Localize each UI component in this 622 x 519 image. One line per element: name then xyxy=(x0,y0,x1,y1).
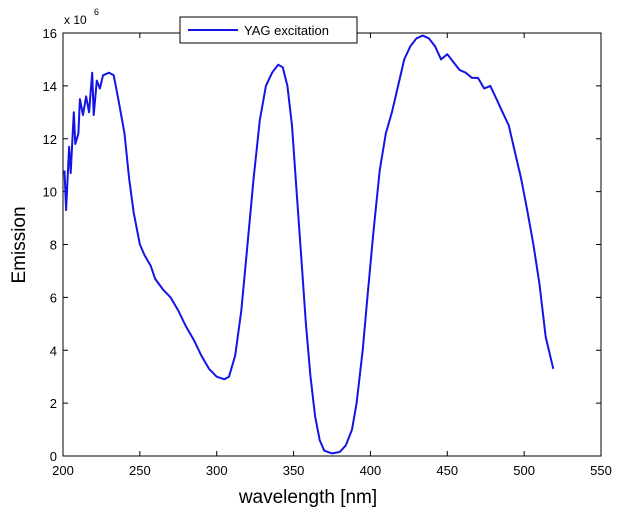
scale-exponent: 6 xyxy=(94,7,99,17)
x-axis-label: wavelength [nm] xyxy=(238,487,377,508)
y-tick-label: 4 xyxy=(50,343,57,358)
y-tick-label: 8 xyxy=(50,238,57,253)
y-tick-label: 14 xyxy=(43,79,57,94)
y-tick-label: 0 xyxy=(50,449,57,464)
y-tick-label: 6 xyxy=(50,290,57,305)
x-tick-label: 400 xyxy=(360,463,382,478)
x-tick-label: 500 xyxy=(513,463,535,478)
data-line xyxy=(63,34,555,455)
legend-label: YAG excitation xyxy=(244,23,329,38)
y-tick-label: 10 xyxy=(43,185,57,200)
scale-label: x 10 xyxy=(64,13,87,27)
y-tick-label: 12 xyxy=(43,132,57,147)
y-axis-label: Emission xyxy=(9,206,30,283)
x-tick-label: 550 xyxy=(590,463,612,478)
y-tick-label: 16 xyxy=(43,26,57,41)
x-tick-label: 200 xyxy=(52,463,74,478)
x-tick-label: 450 xyxy=(436,463,458,478)
plot-area xyxy=(62,32,602,457)
y-tick-label: 2 xyxy=(50,396,57,411)
x-tick-label: 250 xyxy=(129,463,151,478)
x-tick-label: 300 xyxy=(206,463,228,478)
x-tick-label: 350 xyxy=(283,463,305,478)
